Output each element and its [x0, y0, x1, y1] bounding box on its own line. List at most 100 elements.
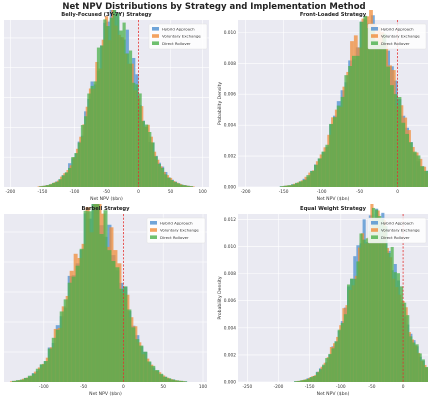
barbell-bar	[123, 286, 128, 382]
front-loaded-bar	[302, 179, 307, 187]
belly-focused-legend	[148, 23, 208, 50]
chart-belly-focused: Belly-Focused (3Y-7Y) Strategy -200 -150 -1…	[4, 10, 209, 202]
equal-weight-bar	[312, 376, 316, 382]
front-loaded-bar	[325, 144, 330, 187]
barbell-bar	[43, 361, 48, 382]
barbell-bar	[59, 311, 64, 382]
equal-weight-bar	[396, 273, 400, 382]
front-loaded-title: Front-Loaded Strategy	[300, 12, 367, 18]
front-loaded-bar	[386, 66, 390, 187]
page-title: Net NPV Distributions by Strategy and Im…	[62, 2, 366, 12]
front-loaded-bar	[295, 182, 299, 187]
front-loaded-bar	[424, 170, 428, 187]
barbell-bar	[71, 276, 76, 382]
front-loaded-bar	[390, 85, 394, 187]
barbell-bar	[119, 288, 124, 382]
equal-weight-legend-swatch	[371, 221, 378, 225]
belly-focused-bar	[160, 167, 165, 187]
barbell-bar	[87, 211, 92, 382]
barbell-bar	[131, 327, 136, 382]
belly-focused-legend-swatch	[152, 34, 159, 38]
equal-weight-bar	[359, 233, 363, 382]
barbell-xlabel: Net NPV ($bn)	[89, 391, 122, 397]
barbell-bar	[35, 368, 40, 382]
equal-weight-ytick: 0.012	[224, 217, 237, 223]
front-loaded-legend	[367, 23, 427, 50]
front-loaded-bar	[420, 166, 425, 187]
equal-weight-xtick: -150	[305, 384, 315, 390]
belly-focused-bar	[164, 174, 168, 187]
equal-weight-bar	[365, 238, 369, 382]
barbell-bar	[167, 378, 172, 382]
front-loaded-ylabel: Probability Density	[217, 82, 223, 125]
equal-weight-bar	[371, 207, 376, 382]
belly-focused-xtick: 100	[198, 189, 206, 195]
belly-focused-bar	[93, 81, 97, 187]
equal-weight-bar	[325, 358, 329, 382]
equal-weight-xlabel: Net NPV ($bn)	[317, 391, 350, 397]
equal-weight-bar	[315, 372, 319, 382]
front-loaded-ytick: 0.006	[224, 92, 237, 98]
belly-focused-bar	[183, 185, 187, 187]
front-loaded-xtick: -200	[241, 189, 251, 195]
belly-focused-bar	[61, 175, 65, 187]
chart-equal-weight: Equal Weight Strategy -250 -200 -150 -100 -50…	[217, 204, 428, 397]
belly-focused-bar	[68, 167, 72, 187]
belly-focused-xtick: -100	[70, 189, 80, 195]
barbell-bar	[95, 204, 100, 382]
equal-weight-ytick: 0.006	[224, 298, 237, 304]
barbell-bar	[75, 265, 80, 382]
equal-weight-bar	[412, 342, 416, 382]
front-loaded-bar	[287, 185, 292, 187]
front-loaded-bar	[363, 15, 368, 187]
front-loaded-bar	[401, 122, 406, 187]
equal-weight-ytick: 0.004	[224, 325, 237, 331]
equal-weight-bar	[331, 348, 335, 382]
barbell-bar	[79, 248, 84, 382]
belly-focused-bar	[71, 157, 75, 187]
equal-weight-ytick: 0.008	[224, 271, 237, 277]
barbell-bar	[171, 379, 176, 382]
barbell-bar	[115, 267, 120, 382]
barbell-bar	[111, 260, 116, 382]
belly-focused-bar	[39, 186, 43, 187]
barbell-bar	[31, 373, 36, 382]
barbell-bar	[23, 377, 28, 382]
front-loaded-bar	[405, 133, 409, 187]
barbell-bar	[91, 204, 96, 382]
equal-weight-series-3	[294, 207, 428, 382]
front-loaded-bar	[329, 123, 333, 187]
equal-weight-bar	[328, 353, 332, 382]
equal-weight-bar	[399, 286, 404, 382]
belly-focused-bar	[148, 131, 152, 187]
belly-focused-xtick: -150	[38, 189, 48, 195]
belly-focused-bar	[58, 179, 62, 187]
equal-weight-xtick: -100	[336, 384, 346, 390]
equal-weight-legend-swatch	[371, 228, 378, 232]
belly-focused-bar	[109, 17, 113, 187]
chart-front-loaded: Front-Loaded Strategy -200 -150 -100 -50 0 Net…	[217, 10, 428, 202]
chart-barbell: Barbell Strategy -100 -50 0 50 100 Net NPV ($b…	[4, 204, 207, 397]
barbell-bar	[107, 250, 112, 382]
front-loaded-xtick: -150	[279, 189, 289, 195]
belly-focused-bar	[154, 156, 158, 187]
equal-weight-bar	[421, 359, 425, 382]
belly-focused-xlabel: Net NPV ($bn)	[90, 196, 123, 202]
belly-focused-bar	[180, 184, 184, 187]
belly-focused-bar	[45, 185, 49, 187]
belly-focused-bar	[144, 124, 149, 187]
front-loaded-ytick: 0.010	[224, 30, 237, 36]
barbell-legend-swatch	[150, 221, 157, 225]
barbell-bar	[147, 361, 152, 382]
front-loaded-bar	[314, 164, 318, 187]
equal-weight-bar	[362, 239, 366, 382]
equal-weight-bar	[424, 366, 428, 382]
belly-focused-bar	[112, 10, 117, 187]
equal-weight-bar	[294, 381, 298, 382]
belly-focused-bar	[55, 181, 59, 187]
belly-focused-bar	[176, 183, 181, 187]
equal-weight-legend	[367, 217, 427, 244]
equal-weight-xtick: 0	[402, 384, 405, 390]
barbell-bar	[179, 380, 184, 382]
equal-weight-bar	[337, 329, 341, 382]
